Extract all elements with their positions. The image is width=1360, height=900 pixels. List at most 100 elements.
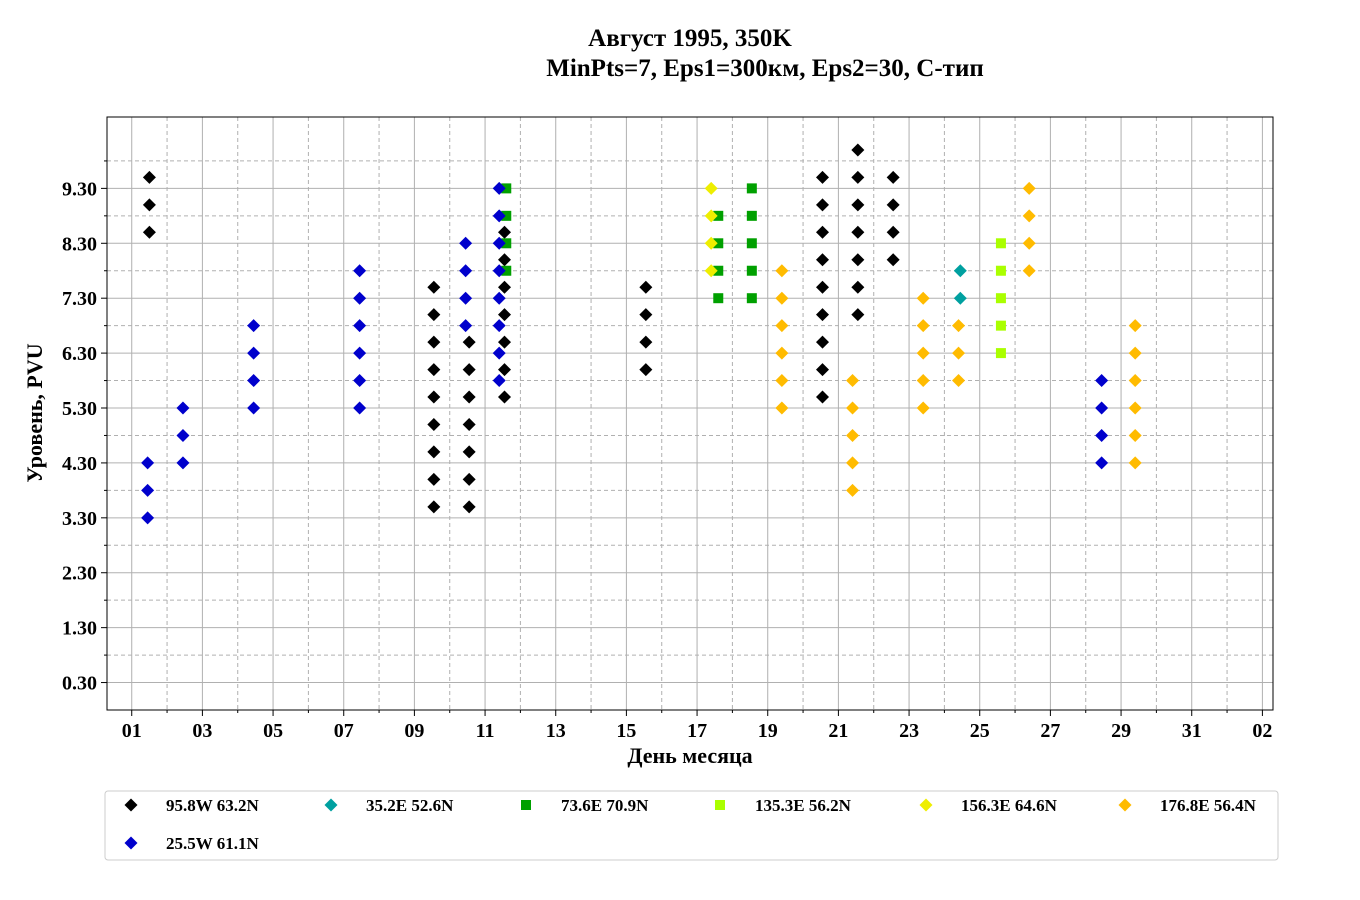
data-point: [1128, 456, 1142, 470]
data-point: [816, 280, 829, 294]
data-point: [353, 264, 367, 278]
data-point: [247, 401, 261, 415]
data-point: [886, 198, 900, 212]
data-point: [846, 401, 860, 415]
data-point: [746, 238, 757, 249]
data-point: [816, 225, 829, 239]
data-point: [1128, 401, 1142, 415]
data-point: [176, 456, 190, 470]
data-point: [427, 335, 441, 349]
data-point: [846, 428, 860, 442]
data-point: [492, 181, 506, 195]
data-point: [247, 374, 261, 388]
legend-box: [104, 790, 1279, 861]
data-point: [995, 238, 1006, 249]
data-point: [501, 210, 512, 221]
data-point: [775, 401, 789, 415]
data-point: [916, 374, 930, 388]
data-point: [501, 238, 512, 249]
y-tick-label: 6.30: [62, 343, 97, 365]
data-point: [142, 198, 156, 212]
data-point: [1022, 264, 1036, 278]
data-point: [746, 293, 757, 304]
data-point: [141, 456, 155, 470]
data-point: [851, 170, 865, 184]
data-point: [846, 483, 860, 497]
grid: [107, 117, 1273, 710]
y-tick-label: 0.30: [62, 673, 97, 695]
data-point: [775, 291, 789, 305]
y-tick-label: 4.30: [62, 453, 97, 475]
data-point: [492, 209, 506, 223]
data-point: [492, 264, 506, 278]
x-tick-label: 21: [828, 720, 848, 742]
legend-label: 73.6E 70.9N: [561, 796, 649, 815]
data-point: [141, 511, 155, 525]
data-point: [353, 319, 367, 333]
x-tick-label: 11: [476, 720, 495, 742]
axis-ticks: 01 03 05 07 09 11 13 15 17 19 21 23 25 27 29 31 02 0.30 1.…: [62, 160, 1272, 742]
data-point: [846, 374, 860, 388]
legend-marker: [1118, 798, 1132, 812]
data-point: [353, 291, 367, 305]
data-point: [846, 456, 860, 470]
data-point: [816, 198, 829, 212]
data-point: [492, 291, 506, 305]
x-tick-label: 05: [263, 720, 283, 742]
data-point: [1095, 401, 1109, 415]
y-tick-label: 8.30: [62, 233, 97, 255]
x-tick-label: 29: [1111, 720, 1131, 742]
data-point: [427, 445, 441, 459]
chart-subtitle: MinPts=7, Eps1=300км, Eps2=30, С-тип: [546, 55, 984, 82]
data-point: [886, 253, 900, 267]
data-point: [1128, 346, 1142, 360]
data-point: [713, 265, 724, 276]
data-point: [851, 225, 865, 239]
x-tick-label: 02: [1252, 720, 1272, 742]
legend-marker: [715, 800, 725, 810]
data-point: [851, 280, 865, 294]
data-point: [816, 390, 829, 404]
data-point: [952, 374, 966, 388]
data-point: [462, 445, 476, 459]
y-tick-label: 2.30: [62, 563, 97, 585]
data-point: [746, 183, 757, 194]
data-point: [247, 319, 261, 333]
data-point: [995, 265, 1006, 276]
data-point: [498, 363, 511, 377]
data-point: [462, 500, 476, 514]
data-point: [916, 401, 930, 415]
x-tick-label: 31: [1182, 720, 1202, 742]
x-tick-label: 25: [970, 720, 990, 742]
chart-title: Август 1995, 350K: [588, 25, 792, 52]
data-point: [704, 264, 718, 278]
data-point: [746, 265, 757, 276]
data-point: [1128, 319, 1142, 333]
data-point: [639, 363, 653, 377]
data-point: [498, 225, 511, 239]
x-tick-label: 15: [616, 720, 636, 742]
data-point: [459, 236, 473, 250]
y-tick-label: 5.30: [62, 398, 97, 420]
data-point: [886, 170, 900, 184]
data-point: [353, 374, 367, 388]
data-point: [353, 346, 367, 360]
data-point: [713, 210, 724, 221]
data-point: [851, 198, 865, 212]
data-point: [427, 363, 441, 377]
data-point: [462, 363, 476, 377]
data-point: [492, 346, 506, 360]
data-point: [775, 374, 789, 388]
y-tick-label: 3.30: [62, 508, 97, 530]
data-point: [746, 210, 757, 221]
legend-marker: [124, 836, 138, 850]
data-point: [142, 225, 156, 239]
data-points: [141, 143, 1142, 525]
data-point: [501, 183, 512, 194]
data-point: [176, 401, 190, 415]
data-point: [427, 472, 441, 486]
data-point: [952, 346, 966, 360]
data-point: [851, 253, 865, 267]
legend-marker: [521, 800, 531, 810]
data-point: [704, 209, 718, 223]
